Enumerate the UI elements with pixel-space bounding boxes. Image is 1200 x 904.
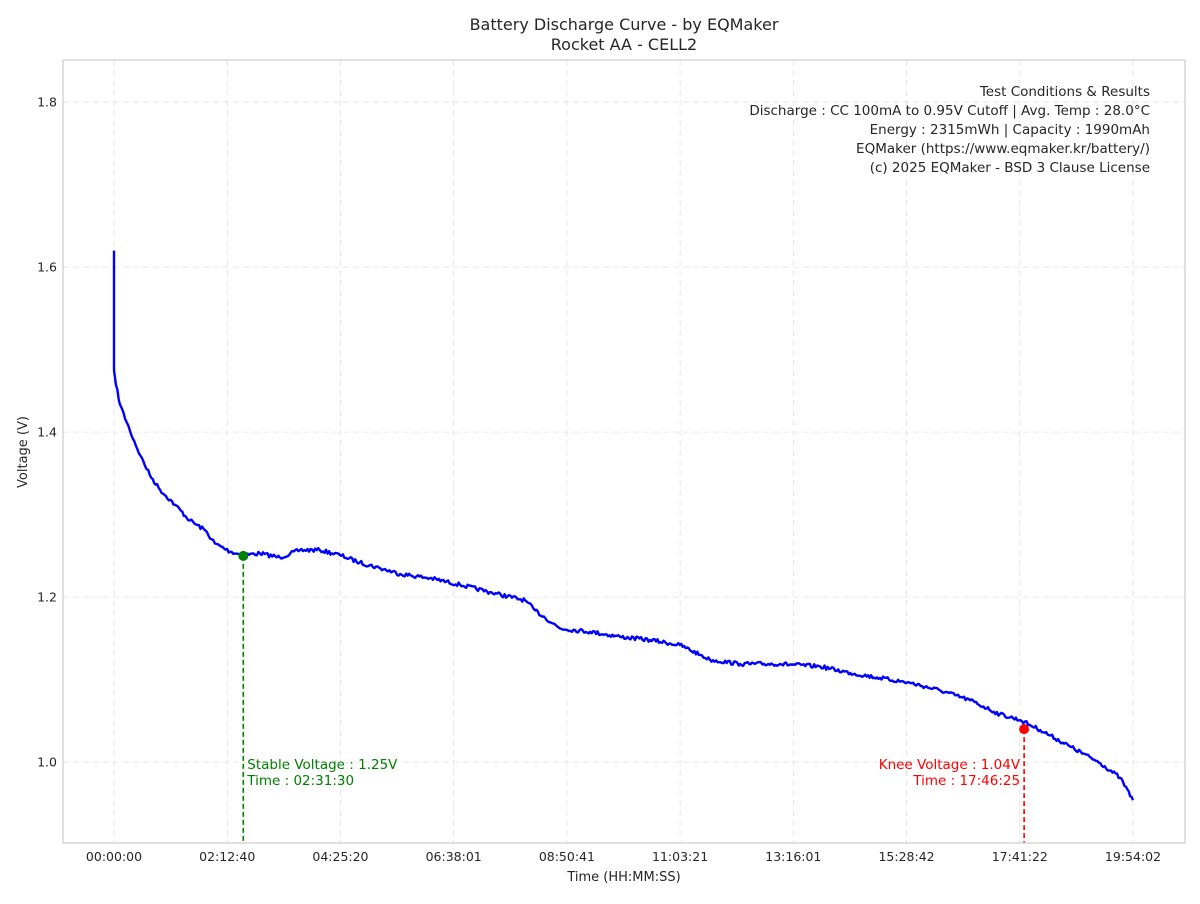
- x-tick-label: 13:16:01: [765, 849, 821, 864]
- markers: [238, 550, 1030, 735]
- x-tick-label: 00:00:00: [86, 849, 142, 864]
- info-line: Energy : 2315mWh | Capacity : 1990mAh: [870, 122, 1150, 138]
- x-tick-label: 11:03:21: [652, 849, 708, 864]
- plot-frame: [62, 59, 1186, 844]
- stable-label-voltage: Stable Voltage : 1.25V: [247, 757, 398, 773]
- x-tick-label: 06:38:01: [426, 849, 482, 864]
- x-tick-label: 15:28:42: [878, 849, 934, 864]
- info-box: Test Conditions & Results Discharge : CC …: [749, 84, 1150, 176]
- y-tick-label: 1.4: [37, 425, 57, 440]
- info-line: EQMaker (https://www.eqmaker.kr/battery/…: [856, 141, 1150, 157]
- x-tick-label: 08:50:41: [539, 849, 595, 864]
- y-axis-label: Voltage (V): [16, 416, 31, 488]
- x-tick-label: 17:41:22: [992, 849, 1048, 864]
- chart-subtitle: Rocket AA - CELL2: [551, 35, 697, 54]
- y-tick-label: 1.2: [37, 590, 57, 605]
- stable-point-marker: [238, 550, 249, 561]
- grid: [63, 60, 1185, 843]
- info-line: (c) 2025 EQMaker - BSD 3 Clause License: [870, 160, 1150, 176]
- info-line: Discharge : CC 100mA to 0.95V Cutoff | A…: [749, 103, 1150, 119]
- y-tick-label: 1.8: [37, 95, 57, 110]
- x-tick-label: 02:12:40: [199, 849, 255, 864]
- x-axis-label: Time (HH:MM:SS): [566, 870, 680, 885]
- x-tick-label: 04:25:20: [312, 849, 368, 864]
- chart-title: Battery Discharge Curve - by EQMaker: [470, 15, 779, 34]
- voltage-series-line: [112, 250, 1135, 801]
- ticks: 00:00:00 02:12:40 04:25:20 06:38:01 08:50:41…: [37, 95, 1161, 864]
- x-tick-label: 19:54:02: [1105, 849, 1161, 864]
- y-tick-label: 1.0: [37, 755, 57, 770]
- knee-label-time: Time : 17:46:25: [912, 773, 1020, 789]
- knee-point-marker: [1019, 724, 1030, 735]
- knee-label-voltage: Knee Voltage : 1.04V: [879, 757, 1021, 773]
- y-tick-label: 1.6: [37, 260, 57, 275]
- info-line: Test Conditions & Results: [979, 84, 1150, 100]
- stable-label-time: Time : 02:31:30: [246, 773, 354, 789]
